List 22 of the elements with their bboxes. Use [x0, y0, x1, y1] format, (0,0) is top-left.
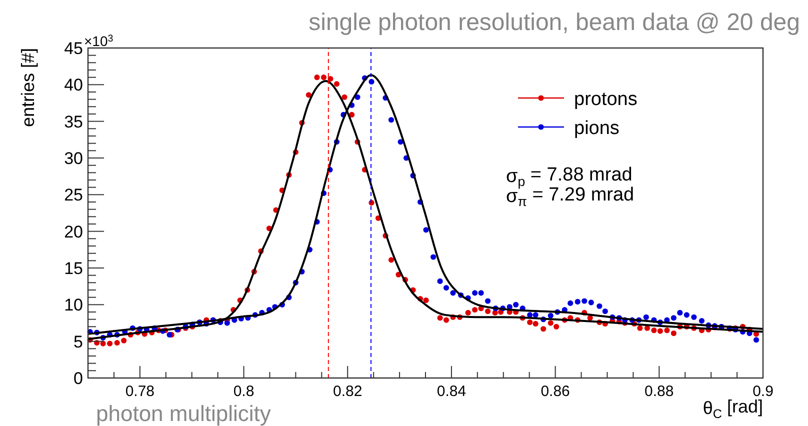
y-tick-label: 10	[64, 296, 83, 315]
y-tick-label: 15	[64, 259, 83, 278]
x-tick-label: 0.86	[540, 383, 570, 400]
legend-label: protons	[574, 89, 638, 110]
y-tick-label: 40	[64, 76, 83, 95]
y-tick-label: 20	[64, 222, 83, 242]
x-tick-label: 0.88	[644, 383, 674, 400]
annotation: ×10$^{3}$	[84, 33, 114, 49]
x-tick-label: 0.82	[333, 383, 362, 400]
y-tick-label: 5	[74, 332, 83, 352]
x-tick-label: 0.8	[233, 383, 254, 400]
y-tick-label: 45	[64, 39, 83, 58]
y-tick-label: 25	[64, 186, 83, 205]
x-tick-label: 0.78	[125, 383, 155, 400]
y-axis-title: entries [#]	[18, 48, 38, 128]
text: photon multiplicity	[96, 401, 271, 426]
y-tick-label: 35	[64, 112, 83, 132]
x-tick-label: 0.84	[436, 383, 466, 400]
y-tick-label: 0	[74, 369, 83, 388]
chart-title: single photon resolution, beam data @ 20 deg	[308, 9, 800, 36]
legend-label: pions	[574, 118, 620, 139]
y-tick-label: 30	[64, 149, 83, 168]
